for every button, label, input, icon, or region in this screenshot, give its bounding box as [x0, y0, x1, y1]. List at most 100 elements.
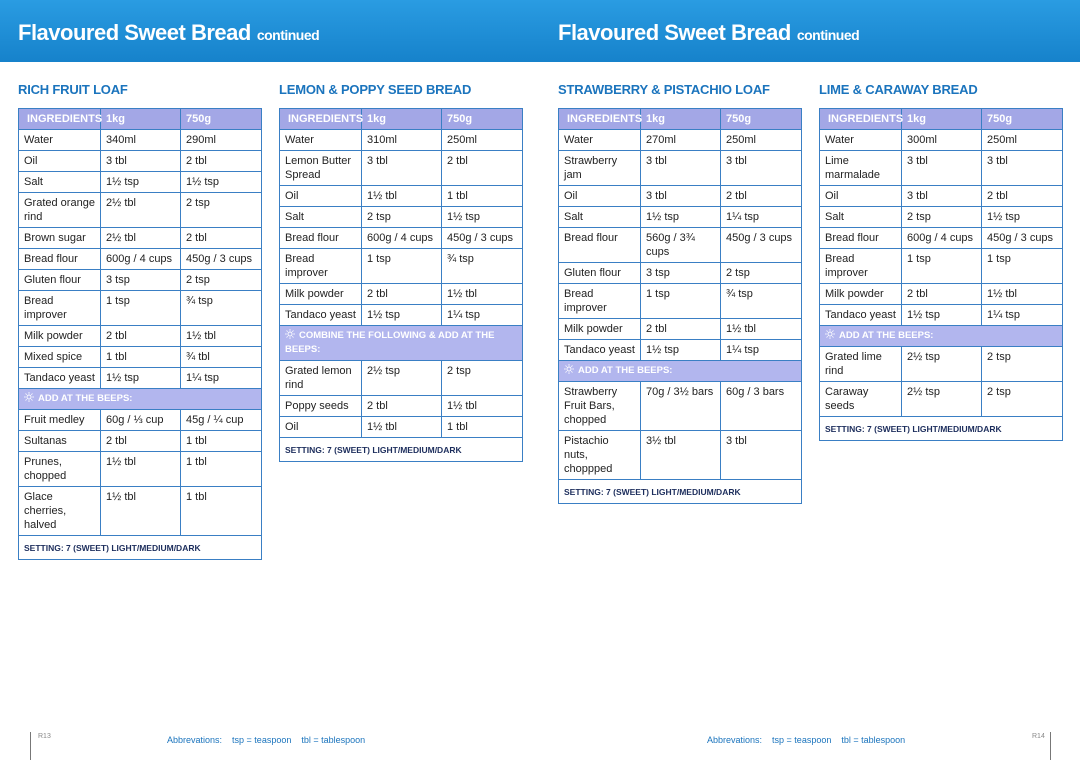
header-cell: 1kg [361, 108, 442, 130]
ingredient-cell: 1¼ tsp [720, 339, 802, 361]
ingredient-cell: 1 tsp [640, 283, 721, 319]
ingredient-row: Mixed spice 1 tbl ¾ tbl [18, 346, 262, 368]
ingredient-cell: 2 tbl [640, 318, 721, 340]
recipe-title: LEMON & POPPY SEED BREAD [279, 82, 472, 97]
header-cell: 1kg [901, 108, 982, 130]
header-bar [540, 0, 1080, 62]
note-text: ADD AT THE BEEPS: [839, 330, 934, 341]
header-cell: INGREDIENTS [558, 108, 642, 130]
ingredient-cell: 2½ tsp [901, 346, 982, 382]
ingredient-cell: 2 tsp [981, 346, 1063, 382]
setting-row: SETTING: 7 (SWEET) LIGHT/MEDIUM/DARK [558, 479, 802, 504]
header-row: INGREDIENTS 1kg 750g [558, 108, 802, 130]
setting-cell: SETTING: 7 (SWEET) LIGHT/MEDIUM/DARK [558, 479, 802, 504]
header-cell: INGREDIENTS [18, 108, 102, 130]
ingredient-cell: 45g / ¼ cup [180, 409, 262, 431]
ingredient-cell: Pistachio nuts, choppped [558, 430, 641, 480]
ingredient-row: Water 270ml 250ml [558, 129, 802, 151]
header-cell: 1kg [640, 108, 721, 130]
ingredient-row: Poppy seeds 2 tbl 1½ tbl [279, 395, 523, 417]
ingredient-cell: 60g / 3 bars [720, 381, 802, 431]
setting-row: SETTING: 7 (SWEET) LIGHT/MEDIUM/DARK [18, 535, 262, 560]
ingredient-row: Tandaco yeast 1½ tsp 1¼ tsp [279, 304, 523, 326]
ingredient-cell: 3 tbl [100, 150, 181, 172]
ingredient-cell: Poppy seeds [279, 395, 362, 417]
abbrev-item: tbl = tablespoon [841, 735, 906, 745]
ingredient-cell: 2 tsp [180, 192, 262, 228]
ingredient-row: Strawberry jam 3 tbl 3 tbl [558, 150, 802, 186]
note-text: ADD AT THE BEEPS: [38, 393, 133, 404]
ingredient-cell: 3 tsp [640, 262, 721, 284]
sun-icon [564, 364, 574, 374]
ingredient-row: Bread flour 600g / 4 cups 450g / 3 cups [18, 248, 262, 270]
ingredient-cell: 600g / 4 cups [901, 227, 982, 249]
ingredient-cell: Bread improver [279, 248, 362, 284]
header-bar [0, 0, 540, 62]
ingredient-cell: Mixed spice [18, 346, 101, 368]
abbrev-label: Abbrevations: [167, 735, 223, 745]
ingredient-row: Bread improver 1 tsp ¾ tsp [279, 248, 523, 284]
page-number: R13 [38, 733, 51, 740]
ingredient-cell: 1½ tsp [441, 206, 523, 228]
ingredient-row: Oil 3 tbl 2 tbl [558, 185, 802, 207]
ingredient-row: Lime marmalade 3 tbl 3 tbl [819, 150, 1063, 186]
ingredient-cell: 3 tbl [901, 150, 982, 186]
ingredient-cell: Water [558, 129, 641, 151]
ingredient-row: Salt 2 tsp 1½ tsp [819, 206, 1063, 228]
recipe-title: LIME & CARAWAY BREAD [819, 82, 978, 97]
setting-cell: SETTING: 7 (SWEET) LIGHT/MEDIUM/DARK [819, 416, 1063, 441]
ingredient-cell: Grated lime rind [819, 346, 902, 382]
ingredient-cell: Fruit medley [18, 409, 101, 431]
ingredient-cell: 2 tsp [901, 206, 982, 228]
ingredient-cell: 1 tsp [981, 248, 1063, 284]
ingredient-row: Oil 1½ tbl 1 tbl [279, 416, 523, 438]
ingredient-cell: 2 tsp [441, 360, 523, 396]
abbrev-item: tsp = teaspoon [772, 735, 832, 745]
ingredient-cell: 1 tbl [180, 486, 262, 536]
sun-icon [24, 392, 34, 402]
abbrev-item: tbl = tablespoon [301, 735, 366, 745]
note-cell: ADD AT THE BEEPS: [558, 360, 802, 382]
ingredient-cell: 1¼ tsp [981, 304, 1063, 326]
ingredient-row: Tandaco yeast 1½ tsp 1¼ tsp [558, 339, 802, 361]
ingredient-row: Tandaco yeast 1½ tsp 1¼ tsp [18, 367, 262, 389]
ingredient-cell: Oil [279, 185, 362, 207]
ingredient-cell: 1½ tsp [100, 367, 181, 389]
ingredient-row: Caraway seeds 2½ tsp 2 tsp [819, 381, 1063, 417]
ingredient-cell: 450g / 3 cups [180, 248, 262, 270]
ingredient-row: Glace cherries, halved 1½ tbl 1 tbl [18, 486, 262, 536]
ingredient-cell: Oil [18, 150, 101, 172]
ingredient-row: Milk powder 2 tbl 1½ tbl [558, 318, 802, 340]
ingredient-cell: 3 tbl [640, 185, 721, 207]
setting-cell: SETTING: 7 (SWEET) LIGHT/MEDIUM/DARK [18, 535, 262, 560]
ingredient-cell: 2 tsp [981, 381, 1063, 417]
ingredient-cell: 1½ tbl [100, 486, 181, 536]
header-cell: INGREDIENTS [279, 108, 363, 130]
ingredient-cell: 1 tsp [901, 248, 982, 284]
note-text: ADD AT THE BEEPS: [578, 365, 673, 376]
ingredient-row: Oil 1½ tbl 1 tbl [279, 185, 523, 207]
ingredient-cell: 2½ tbl [100, 227, 181, 249]
ingredient-cell: 1½ tsp [180, 171, 262, 193]
note-row: ADD AT THE BEEPS: [18, 388, 262, 410]
ingredient-cell: Salt [819, 206, 902, 228]
setting-cell: SETTING: 7 (SWEET) LIGHT/MEDIUM/DARK [279, 437, 523, 462]
header-row: INGREDIENTS 1kg 750g [279, 108, 523, 130]
abbreviations: Abbrevations: tsp = teaspoon tbl = tablesp… [707, 735, 915, 745]
ingredient-cell: Salt [279, 206, 362, 228]
header-cell: 750g [981, 108, 1063, 130]
abbreviations: Abbrevations: tsp = teaspoon tbl = tablesp… [167, 735, 375, 745]
header-cell: 1kg [100, 108, 181, 130]
ingredient-cell: 300ml [901, 129, 982, 151]
ingredient-cell: 1½ tbl [361, 185, 442, 207]
ingredient-row: Prunes, chopped 1½ tbl 1 tbl [18, 451, 262, 487]
ingredient-cell: 1½ tbl [441, 395, 523, 417]
ingredient-cell: 1½ tsp [981, 206, 1063, 228]
ingredient-cell: 2 tbl [180, 150, 262, 172]
ingredient-cell: Lemon Butter Spread [279, 150, 362, 186]
ingredient-cell: 1½ tbl [720, 318, 802, 340]
ingredient-cell: Tandaco yeast [819, 304, 902, 326]
ingredient-row: Salt 1½ tsp 1¼ tsp [558, 206, 802, 228]
ingredient-row: Lemon Butter Spread 3 tbl 2 tbl [279, 150, 523, 186]
title-suffix: continued [256, 27, 320, 43]
